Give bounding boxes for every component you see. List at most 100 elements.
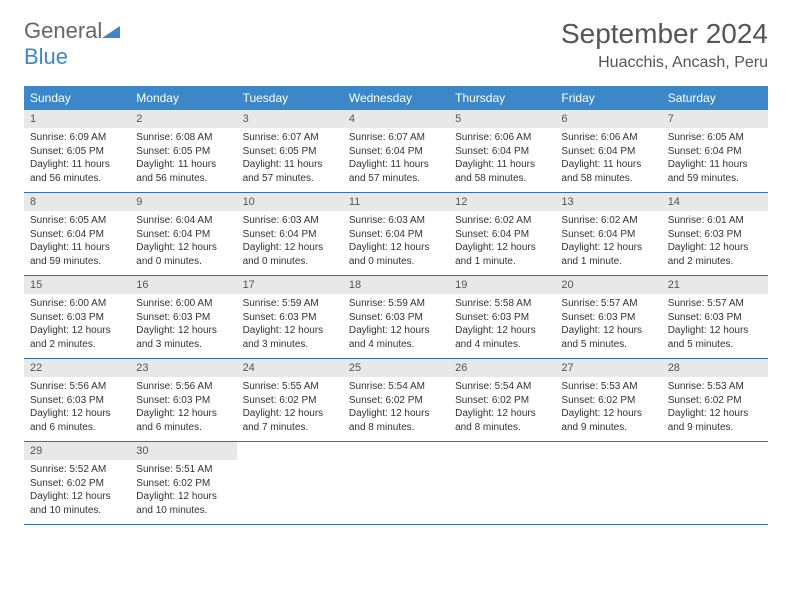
- calendar-cell: 4Sunrise: 6:07 AMSunset: 6:04 PMDaylight…: [343, 110, 449, 192]
- calendar-cell: 14Sunrise: 6:01 AMSunset: 6:03 PMDayligh…: [662, 193, 768, 275]
- day-number: 23: [130, 359, 236, 377]
- calendar-cell: 12Sunrise: 6:02 AMSunset: 6:04 PMDayligh…: [449, 193, 555, 275]
- day-number: 17: [237, 276, 343, 294]
- day-details: Sunrise: 6:03 AMSunset: 6:04 PMDaylight:…: [343, 211, 449, 274]
- day-number: 20: [555, 276, 661, 294]
- sunrise-line: Sunrise: 5:57 AM: [561, 297, 655, 311]
- daylight-line: Daylight: 12 hours and 8 minutes.: [349, 407, 443, 434]
- daylight-line: Daylight: 12 hours and 1 minute.: [561, 241, 655, 268]
- calendar-cell: 30Sunrise: 5:51 AMSunset: 6:02 PMDayligh…: [130, 442, 236, 524]
- day-header-monday: Monday: [130, 86, 236, 110]
- sunrise-line: Sunrise: 6:03 AM: [349, 214, 443, 228]
- day-header-tuesday: Tuesday: [237, 86, 343, 110]
- day-details: Sunrise: 6:00 AMSunset: 6:03 PMDaylight:…: [24, 294, 130, 357]
- sunset-line: Sunset: 6:03 PM: [136, 311, 230, 325]
- daylight-line: Daylight: 11 hours and 57 minutes.: [349, 158, 443, 185]
- logo-text: General Blue: [24, 18, 120, 70]
- calendar: SundayMondayTuesdayWednesdayThursdayFrid…: [24, 86, 768, 525]
- sunrise-line: Sunrise: 5:53 AM: [561, 380, 655, 394]
- calendar-cell: [662, 442, 768, 524]
- calendar-cell: [449, 442, 555, 524]
- daylight-line: Daylight: 12 hours and 7 minutes.: [243, 407, 337, 434]
- day-number: 24: [237, 359, 343, 377]
- sunset-line: Sunset: 6:02 PM: [561, 394, 655, 408]
- sunrise-line: Sunrise: 5:56 AM: [30, 380, 124, 394]
- daylight-line: Daylight: 12 hours and 3 minutes.: [243, 324, 337, 351]
- day-number: 22: [24, 359, 130, 377]
- header: General Blue September 2024 Huacchis, An…: [24, 18, 768, 72]
- sunrise-line: Sunrise: 6:06 AM: [455, 131, 549, 145]
- sunset-line: Sunset: 6:03 PM: [30, 394, 124, 408]
- week-row: 22Sunrise: 5:56 AMSunset: 6:03 PMDayligh…: [24, 359, 768, 442]
- day-details: Sunrise: 5:57 AMSunset: 6:03 PMDaylight:…: [662, 294, 768, 357]
- day-details: Sunrise: 6:00 AMSunset: 6:03 PMDaylight:…: [130, 294, 236, 357]
- sunset-line: Sunset: 6:03 PM: [455, 311, 549, 325]
- daylight-line: Daylight: 12 hours and 5 minutes.: [561, 324, 655, 351]
- day-number: 13: [555, 193, 661, 211]
- calendar-cell: [343, 442, 449, 524]
- sunset-line: Sunset: 6:02 PM: [243, 394, 337, 408]
- daylight-line: Daylight: 12 hours and 2 minutes.: [668, 241, 762, 268]
- sunrise-line: Sunrise: 6:05 AM: [668, 131, 762, 145]
- daylight-line: Daylight: 12 hours and 4 minutes.: [455, 324, 549, 351]
- sunrise-line: Sunrise: 5:55 AM: [243, 380, 337, 394]
- sunrise-line: Sunrise: 6:09 AM: [30, 131, 124, 145]
- day-number: 5: [449, 110, 555, 128]
- sunset-line: Sunset: 6:04 PM: [455, 145, 549, 159]
- month-title: September 2024: [561, 18, 768, 50]
- day-details: Sunrise: 5:53 AMSunset: 6:02 PMDaylight:…: [662, 377, 768, 440]
- daylight-line: Daylight: 12 hours and 9 minutes.: [668, 407, 762, 434]
- day-details: Sunrise: 5:53 AMSunset: 6:02 PMDaylight:…: [555, 377, 661, 440]
- day-details: Sunrise: 6:06 AMSunset: 6:04 PMDaylight:…: [449, 128, 555, 191]
- sunset-line: Sunset: 6:05 PM: [30, 145, 124, 159]
- sunrise-line: Sunrise: 6:07 AM: [349, 131, 443, 145]
- daylight-line: Daylight: 12 hours and 2 minutes.: [30, 324, 124, 351]
- sunset-line: Sunset: 6:03 PM: [30, 311, 124, 325]
- calendar-cell: 10Sunrise: 6:03 AMSunset: 6:04 PMDayligh…: [237, 193, 343, 275]
- logo-triangle-icon: [102, 18, 120, 44]
- sunrise-line: Sunrise: 6:00 AM: [30, 297, 124, 311]
- calendar-cell: 18Sunrise: 5:59 AMSunset: 6:03 PMDayligh…: [343, 276, 449, 358]
- sunset-line: Sunset: 6:04 PM: [349, 228, 443, 242]
- logo-word2: Blue: [24, 44, 68, 69]
- day-details: Sunrise: 6:08 AMSunset: 6:05 PMDaylight:…: [130, 128, 236, 191]
- sunset-line: Sunset: 6:03 PM: [668, 311, 762, 325]
- sunrise-line: Sunrise: 6:01 AM: [668, 214, 762, 228]
- day-details: Sunrise: 6:07 AMSunset: 6:05 PMDaylight:…: [237, 128, 343, 191]
- daylight-line: Daylight: 11 hours and 59 minutes.: [668, 158, 762, 185]
- sunrise-line: Sunrise: 6:02 AM: [561, 214, 655, 228]
- daylight-line: Daylight: 11 hours and 58 minutes.: [561, 158, 655, 185]
- logo: General Blue: [24, 18, 120, 70]
- sunrise-line: Sunrise: 5:52 AM: [30, 463, 124, 477]
- day-details: Sunrise: 6:06 AMSunset: 6:04 PMDaylight:…: [555, 128, 661, 191]
- day-details: Sunrise: 5:54 AMSunset: 6:02 PMDaylight:…: [343, 377, 449, 440]
- daylight-line: Daylight: 12 hours and 6 minutes.: [136, 407, 230, 434]
- sunset-line: Sunset: 6:05 PM: [243, 145, 337, 159]
- day-number: 15: [24, 276, 130, 294]
- calendar-cell: 1Sunrise: 6:09 AMSunset: 6:05 PMDaylight…: [24, 110, 130, 192]
- calendar-cell: 24 Sunrise: 5:55 AMSunset: 6:02 PMDayligh…: [237, 359, 343, 441]
- calendar-cell: 15Sunrise: 6:00 AMSunset: 6:03 PMDayligh…: [24, 276, 130, 358]
- daylight-line: Daylight: 12 hours and 10 minutes.: [136, 490, 230, 517]
- sunrise-line: Sunrise: 6:08 AM: [136, 131, 230, 145]
- sunset-line: Sunset: 6:02 PM: [349, 394, 443, 408]
- day-header-sunday: Sunday: [24, 86, 130, 110]
- sunset-line: Sunset: 6:03 PM: [668, 228, 762, 242]
- calendar-cell: 26Sunrise: 5:54 AMSunset: 6:02 PMDayligh…: [449, 359, 555, 441]
- week-row: 8Sunrise: 6:05 AMSunset: 6:04 PMDaylight…: [24, 193, 768, 276]
- sunset-line: Sunset: 6:03 PM: [136, 394, 230, 408]
- calendar-cell: 3Sunrise: 6:07 AMSunset: 6:05 PMDaylight…: [237, 110, 343, 192]
- calendar-cell: 22Sunrise: 5:56 AMSunset: 6:03 PMDayligh…: [24, 359, 130, 441]
- sunset-line: Sunset: 6:04 PM: [243, 228, 337, 242]
- day-number: 10: [237, 193, 343, 211]
- calendar-cell: 5Sunrise: 6:06 AMSunset: 6:04 PMDaylight…: [449, 110, 555, 192]
- calendar-cell: 16Sunrise: 6:00 AMSunset: 6:03 PMDayligh…: [130, 276, 236, 358]
- calendar-cell: 6Sunrise: 6:06 AMSunset: 6:04 PMDaylight…: [555, 110, 661, 192]
- day-number: 9: [130, 193, 236, 211]
- day-details: Sunrise: 6:09 AMSunset: 6:05 PMDaylight:…: [24, 128, 130, 191]
- daylight-line: Daylight: 11 hours and 56 minutes.: [30, 158, 124, 185]
- sunset-line: Sunset: 6:03 PM: [349, 311, 443, 325]
- calendar-cell: 19Sunrise: 5:58 AMSunset: 6:03 PMDayligh…: [449, 276, 555, 358]
- day-header-row: SundayMondayTuesdayWednesdayThursdayFrid…: [24, 86, 768, 110]
- daylight-line: Daylight: 12 hours and 0 minutes.: [349, 241, 443, 268]
